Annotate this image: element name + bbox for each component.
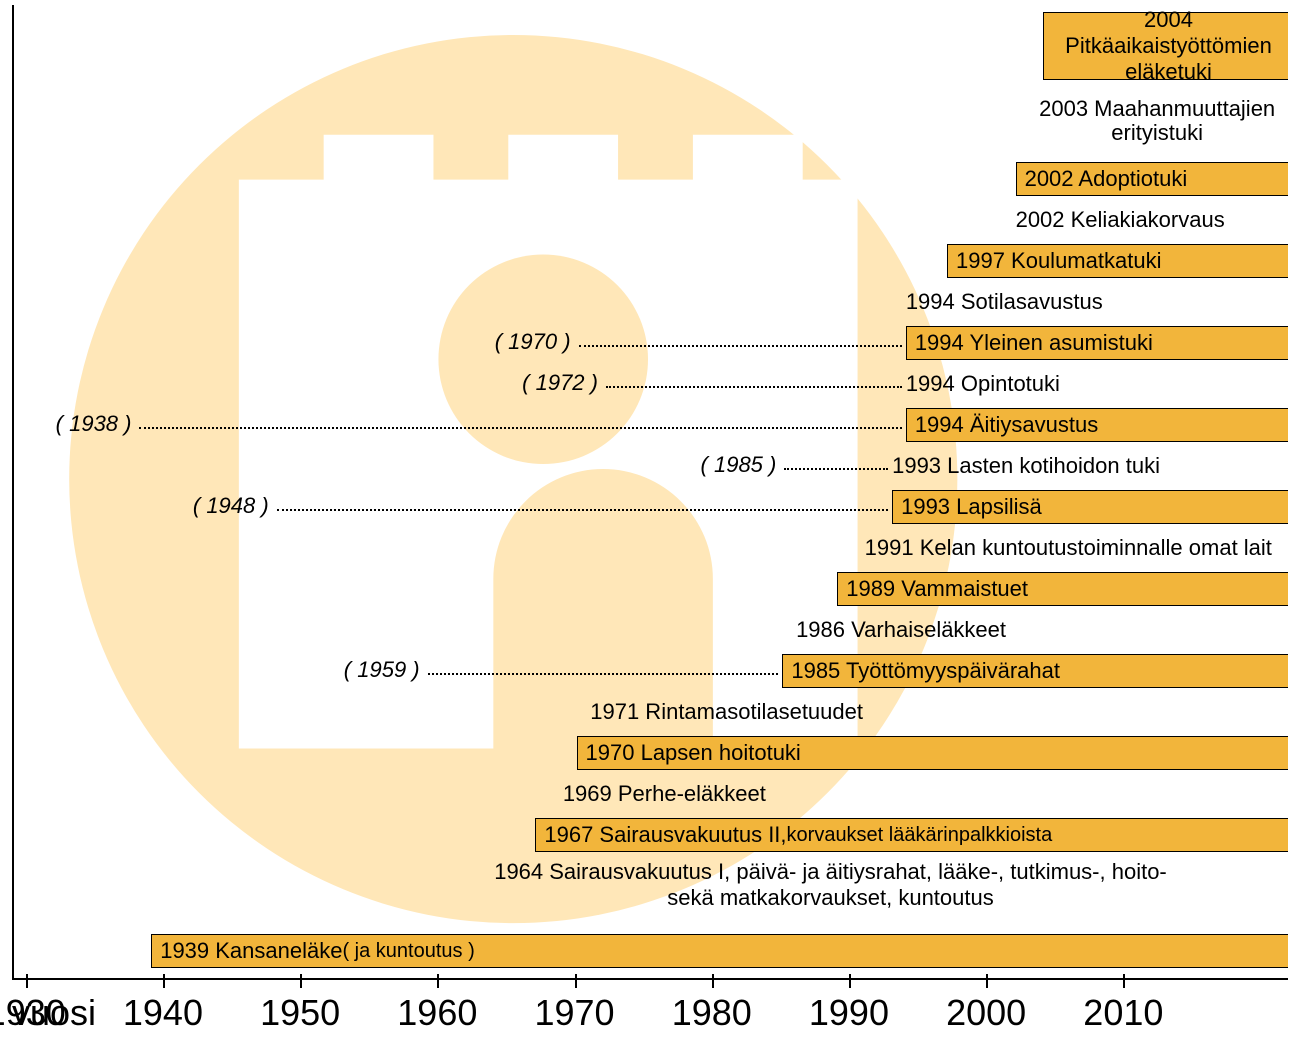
timeline-bar: 1967 Sairausvakuutus II, korvaukset lääk… bbox=[535, 818, 1288, 852]
timeline-text: 1994 Sotilasavustus bbox=[906, 285, 1103, 319]
origin-dots bbox=[277, 509, 888, 511]
origin-dots bbox=[139, 427, 901, 429]
origin-dots bbox=[606, 386, 902, 388]
origin-year-label: ( 1970 ) bbox=[495, 329, 571, 355]
timeline-bar: 1970 Lapsen hoitotuki bbox=[577, 736, 1288, 770]
tick-mark bbox=[163, 974, 165, 988]
timeline-chart: 2009 Elatustuki( 1963 )2004 Pitkäaikaist… bbox=[0, 0, 1295, 1051]
timeline-bar: 2002 Adoptiotuki bbox=[1016, 162, 1288, 196]
timeline-text: 1986 Varhaiseläkkeet bbox=[796, 613, 1006, 647]
timeline-text: 1969 Perhe-eläkkeet bbox=[563, 777, 766, 811]
tick-mark bbox=[300, 974, 302, 988]
timeline-text: 1991 Kelan kuntoutustoiminnalle omat lai… bbox=[865, 531, 1272, 565]
origin-dots bbox=[579, 345, 902, 347]
timeline-bar: 2004 Pitkäaikaistyöttömien eläketuki bbox=[1043, 12, 1288, 80]
origin-year-label: ( 1985 ) bbox=[701, 452, 777, 478]
timeline-text: 1993 Lasten kotihoidon tuki bbox=[892, 449, 1160, 483]
tick-mark bbox=[712, 974, 714, 988]
tick-mark bbox=[1123, 974, 1125, 988]
tick-mark bbox=[575, 974, 577, 988]
timeline-text: 2002 Keliakiakorvaus bbox=[1016, 203, 1225, 237]
timeline-text: 1994 Opintotuki bbox=[906, 367, 1060, 401]
timeline-bar: 1997 Koulumatkatuki bbox=[947, 244, 1288, 278]
tick-mark bbox=[849, 974, 851, 988]
origin-year-label: ( 1938 ) bbox=[56, 411, 132, 437]
origin-dots bbox=[784, 468, 888, 470]
plot-area: 2009 Elatustuki( 1963 )2004 Pitkäaikaist… bbox=[12, 5, 1288, 980]
timeline-bar: 1985 Työttömyyspäivärahat bbox=[782, 654, 1288, 688]
x-axis-title: vuosi bbox=[12, 992, 1288, 1034]
origin-year-label: ( 1959 ) bbox=[344, 657, 420, 683]
tick-mark bbox=[437, 974, 439, 988]
timeline-text: 1964 Sairausvakuutus I, päivä- ja äitiys… bbox=[494, 859, 1167, 927]
timeline-text: 2003 Maahanmuuttajien erityistuki bbox=[1029, 87, 1285, 155]
origin-year-label: ( 1948 ) bbox=[193, 493, 269, 519]
timeline-bar: 1939 Kansaneläke ( ja kuntoutus ) bbox=[151, 934, 1288, 968]
origin-dots bbox=[428, 673, 779, 675]
timeline-bar: 1993 Lapsilisä bbox=[892, 490, 1288, 524]
timeline-bar: 1994 Äitiysavustus bbox=[906, 408, 1288, 442]
tick-mark bbox=[986, 974, 988, 988]
timeline-text: 1971 Rintamasotilasetuudet bbox=[590, 695, 863, 729]
tick-mark bbox=[26, 974, 28, 988]
timeline-bar: 1994 Yleinen asumistuki bbox=[906, 326, 1288, 360]
timeline-bar: 1989 Vammaistuet bbox=[837, 572, 1288, 606]
origin-year-label: ( 1972 ) bbox=[522, 370, 598, 396]
